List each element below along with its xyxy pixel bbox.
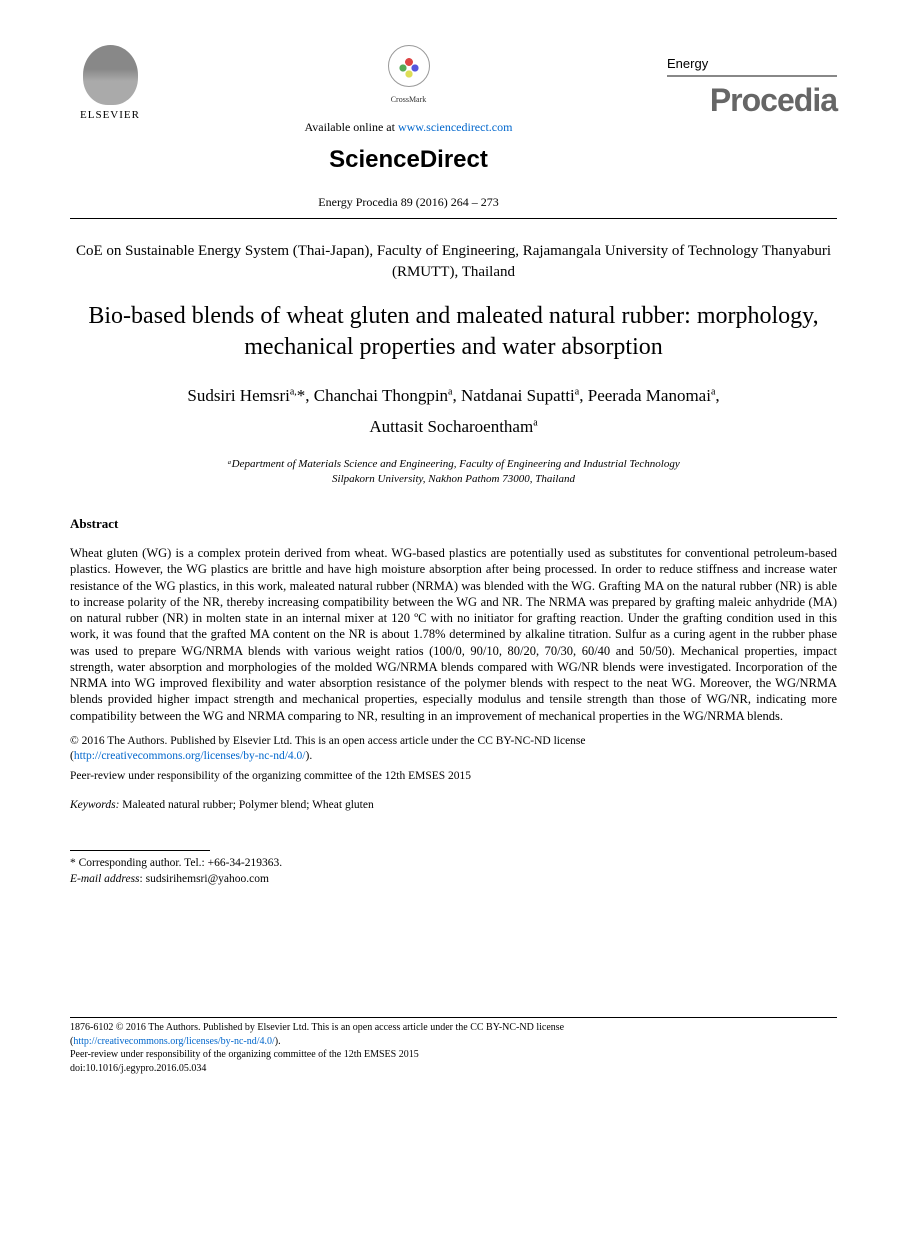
peer-review-text: Peer-review under responsibility of the …	[70, 769, 837, 785]
keywords-label: Keywords:	[70, 799, 119, 811]
abstract-text: Wheat gluten (WG) is a complex protein d…	[70, 545, 837, 724]
procedia-main-label: Procedia	[667, 79, 837, 122]
corresponding-label: * Corresponding author. Tel.:	[70, 857, 208, 869]
footer-issn: 1876-6102 © 2016 The Authors. Published …	[70, 1022, 564, 1033]
email-value: : sudsirihemsri@yahoo.com	[140, 873, 269, 885]
affiliation-line1: ᵃDepartment of Materials Science and Eng…	[227, 458, 679, 470]
header-row: ELSEVIER CrossMark Available online at w…	[70, 45, 837, 210]
affiliation-line2: Silpakorn University, Nakhon Pathom 7300…	[332, 473, 575, 485]
corresponding-author-block: * Corresponding author. Tel.: +66-34-219…	[70, 855, 837, 887]
copyright-block: © 2016 The Authors. Published by Elsevie…	[70, 734, 837, 765]
crossmark-icon[interactable]	[388, 45, 430, 87]
available-online: Available online at www.sciencedirect.co…	[170, 119, 647, 135]
email-label: E-mail address	[70, 873, 140, 885]
keywords-block: Keywords: Maleated natural rubber; Polym…	[70, 798, 837, 814]
available-text: Available online at	[305, 120, 398, 134]
footer-divider	[70, 1017, 837, 1018]
affiliation: ᵃDepartment of Materials Science and Eng…	[70, 457, 837, 488]
procedia-energy-label: Energy	[667, 45, 837, 77]
procedia-block: Energy Procedia	[667, 45, 837, 122]
conference-info: CoE on Sustainable Energy System (Thai-J…	[70, 241, 837, 283]
corresponding-divider	[70, 850, 210, 851]
copyright-text: © 2016 The Authors. Published by Elsevie…	[70, 735, 586, 747]
article-title: Bio-based blends of wheat gluten and mal…	[70, 301, 837, 363]
keywords-values: Maleated natural rubber; Polymer blend; …	[119, 799, 373, 811]
authors-list: Sudsiri Hemsria,*, Chanchai Thongpina, N…	[70, 381, 837, 442]
license-link[interactable]: http://creativecommons.org/licenses/by-n…	[74, 750, 306, 762]
elsevier-label: ELSEVIER	[70, 108, 150, 123]
footer-doi: doi:10.1016/j.egypro.2016.05.034	[70, 1063, 206, 1074]
sciencedirect-logo: ScienceDirect	[170, 144, 647, 176]
abstract-heading: Abstract	[70, 515, 837, 533]
journal-reference: Energy Procedia 89 (2016) 264 – 273	[170, 194, 647, 210]
available-url-link[interactable]: www.sciencedirect.com	[398, 120, 513, 134]
elsevier-tree-icon	[83, 45, 138, 105]
header-center: CrossMark Available online at www.scienc…	[150, 45, 667, 210]
elsevier-logo: ELSEVIER	[70, 45, 150, 123]
footer-peer-review: Peer-review under responsibility of the …	[70, 1049, 419, 1060]
corresponding-tel: +66-34-219363.	[208, 857, 283, 869]
crossmark-label: CrossMark	[170, 95, 647, 106]
page-footer: 1876-6102 © 2016 The Authors. Published …	[70, 1017, 837, 1075]
footer-license-link[interactable]: http://creativecommons.org/licenses/by-n…	[73, 1036, 274, 1047]
header-divider	[70, 218, 837, 219]
